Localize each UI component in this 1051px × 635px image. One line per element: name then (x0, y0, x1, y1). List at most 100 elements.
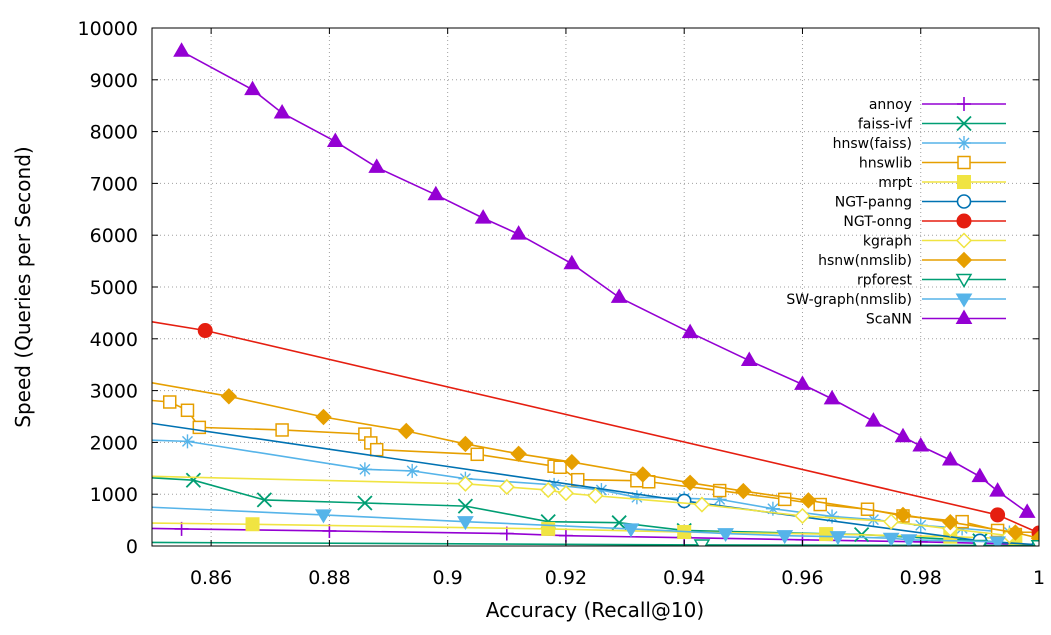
data-point (563, 254, 581, 270)
legend-marker (956, 213, 972, 229)
y-tick-label: 9000 (90, 70, 138, 92)
data-point (883, 513, 900, 530)
data-point (245, 517, 260, 532)
data-point (794, 375, 811, 390)
data-point (185, 472, 202, 488)
series-line-ngt-onng (152, 321, 1039, 534)
data-point (540, 481, 557, 499)
x-tick-label: 0.94 (663, 567, 705, 589)
legend-label: hsnw(nmslib) (818, 253, 912, 269)
legend-marker (956, 115, 972, 132)
y-tick-label: 6000 (90, 225, 138, 247)
legend-marker (955, 293, 973, 308)
data-point (273, 103, 291, 119)
data-point (27, 519, 41, 533)
legend-label: hnswlib (859, 156, 912, 172)
data-point (27, 466, 41, 480)
data-point (197, 323, 213, 339)
data-point (894, 506, 912, 524)
data-point (557, 485, 574, 502)
data-point (180, 434, 195, 449)
y-tick-label: 3000 (90, 381, 138, 403)
data-point (610, 288, 628, 303)
data-point (220, 388, 238, 405)
data-point (693, 496, 711, 513)
legend-label: SW-graph(nmslib) (786, 292, 912, 308)
legend-label: hnsw(faiss) (833, 136, 912, 152)
legend-label: mrpt (878, 175, 912, 191)
legend-marker (957, 155, 971, 170)
data-point (368, 158, 386, 173)
data-point (681, 323, 699, 339)
data-point (357, 462, 372, 477)
legend-label: kgraph (863, 234, 912, 250)
x-axis-title: Accuracy (Recall@10) (486, 598, 704, 622)
data-point (941, 451, 959, 466)
data-point (865, 412, 882, 427)
data-point (912, 437, 930, 452)
data-point (162, 395, 177, 409)
data-point (563, 453, 581, 471)
legend-label: NGT-panng (835, 195, 912, 211)
data-point (894, 427, 912, 443)
data-point (823, 389, 841, 405)
legend-label: NGT-onng (843, 214, 912, 230)
data-point (819, 527, 834, 542)
data-point (457, 516, 474, 531)
data-point (1018, 503, 1036, 518)
data-point (398, 422, 415, 440)
data-point (587, 487, 604, 504)
data-point (1030, 539, 1039, 546)
data-point (829, 531, 847, 546)
data-point (498, 478, 515, 496)
data-point (244, 80, 261, 96)
axis-ticks: 0.86 0.88 0.9 0.92 0.94 0.96 0.98 1 0 1000 2000 300… (78, 18, 1046, 589)
data-point (611, 515, 627, 531)
x-tick-label: 0.86 (190, 567, 232, 589)
data-point (357, 495, 373, 511)
data-point (457, 435, 474, 453)
legend-marker (955, 309, 973, 324)
x-tick-label: 0.88 (308, 567, 350, 589)
data-point (553, 460, 567, 475)
legend: annoy faiss-ivf hnsw(faiss) hnswlib mrpt NGT-… (786, 97, 1006, 328)
y-tick-label: 4000 (90, 329, 138, 351)
data-point (740, 351, 758, 367)
series-scann (173, 42, 1036, 518)
x-tick-label: 0.96 (781, 567, 823, 589)
y-axis-title: Speed (Queries per Second) (11, 146, 35, 427)
data-point (971, 467, 989, 483)
data-point (510, 445, 527, 463)
data-point (717, 528, 734, 543)
y-tick-label: 2000 (90, 432, 138, 454)
data-point (180, 403, 195, 418)
series-line-sw-graph-nmslib (152, 506, 998, 543)
y-tick-label: 10000 (78, 18, 138, 40)
y-tick-label: 7000 (90, 173, 138, 195)
data-point (676, 493, 692, 509)
data-point (882, 532, 900, 546)
legend-label: ScaNN (866, 312, 912, 328)
legend-marker (957, 136, 971, 150)
data-point (800, 492, 817, 509)
y-tick-label: 0 (126, 536, 138, 558)
data-point (470, 447, 484, 462)
legend-marker (957, 175, 971, 189)
data-point (571, 472, 585, 487)
y-tick-label: 5000 (90, 277, 138, 299)
legend-label: rpforest (857, 273, 912, 289)
data-point (990, 507, 1006, 523)
y-tick-label: 8000 (90, 122, 138, 144)
data-point (26, 497, 41, 510)
data-point (369, 442, 384, 457)
data-point (1007, 524, 1024, 541)
data-point (794, 507, 811, 525)
data-point (634, 466, 652, 483)
series-ngt-onng (152, 321, 1039, 541)
data-point (900, 534, 918, 546)
data-point (27, 429, 41, 443)
legend-marker (955, 232, 973, 249)
data-point (681, 474, 699, 492)
data-point (315, 408, 332, 426)
x-tick-label: 0.9 (433, 567, 463, 589)
